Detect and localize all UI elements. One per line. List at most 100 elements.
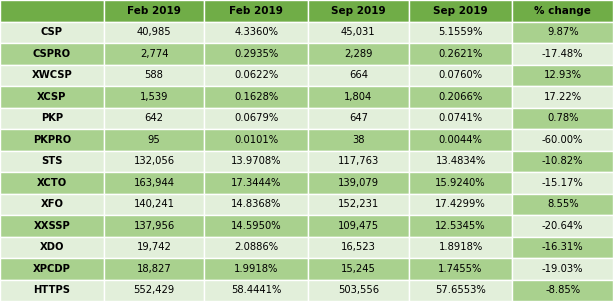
- Text: 1.8918%: 1.8918%: [438, 242, 482, 252]
- Text: 0.0101%: 0.0101%: [234, 135, 278, 145]
- Text: 2.0886%: 2.0886%: [234, 242, 278, 252]
- Bar: [0, 129, 104, 150]
- Bar: [204, 237, 308, 258]
- Bar: [409, 107, 512, 129]
- Bar: [409, 43, 512, 64]
- Text: XWCSP: XWCSP: [31, 70, 72, 80]
- Text: 9.87%: 9.87%: [547, 27, 579, 37]
- Bar: [512, 64, 613, 86]
- Bar: [512, 150, 613, 172]
- Text: 117,763: 117,763: [338, 156, 379, 166]
- Text: 2,289: 2,289: [344, 49, 373, 59]
- Bar: [308, 150, 409, 172]
- Bar: [204, 43, 308, 64]
- Text: XFO: XFO: [40, 199, 63, 209]
- Bar: [0, 43, 104, 64]
- Bar: [104, 215, 204, 237]
- Text: 503,556: 503,556: [338, 285, 379, 295]
- Bar: [104, 150, 204, 172]
- Bar: [512, 43, 613, 64]
- Text: XDO: XDO: [40, 242, 64, 252]
- Text: -10.82%: -10.82%: [542, 156, 584, 166]
- Text: 1.7455%: 1.7455%: [438, 264, 482, 274]
- Text: 552,429: 552,429: [134, 285, 175, 295]
- Text: 132,056: 132,056: [134, 156, 175, 166]
- Text: PKP: PKP: [41, 113, 63, 123]
- Text: 13.9708%: 13.9708%: [231, 156, 281, 166]
- Bar: [0, 194, 104, 215]
- Text: 18,827: 18,827: [137, 264, 172, 274]
- Text: -15.17%: -15.17%: [542, 178, 584, 188]
- Text: 15.9240%: 15.9240%: [435, 178, 486, 188]
- Bar: [104, 43, 204, 64]
- Text: 109,475: 109,475: [338, 221, 379, 231]
- Text: 38: 38: [352, 135, 365, 145]
- Bar: [204, 0, 308, 21]
- Text: STS: STS: [41, 156, 63, 166]
- Bar: [409, 172, 512, 194]
- Text: 642: 642: [145, 113, 164, 123]
- Text: 163,944: 163,944: [134, 178, 175, 188]
- Bar: [104, 129, 204, 150]
- Bar: [308, 280, 409, 301]
- Bar: [0, 64, 104, 86]
- Text: 0.2935%: 0.2935%: [234, 49, 278, 59]
- Bar: [0, 21, 104, 43]
- Bar: [0, 0, 104, 21]
- Bar: [409, 21, 512, 43]
- Text: 2,774: 2,774: [140, 49, 169, 59]
- Text: 137,956: 137,956: [134, 221, 175, 231]
- Bar: [409, 150, 512, 172]
- Text: 15,245: 15,245: [341, 264, 376, 274]
- Text: 14.5950%: 14.5950%: [231, 221, 281, 231]
- Text: 17.3444%: 17.3444%: [231, 178, 281, 188]
- Text: 19,742: 19,742: [137, 242, 172, 252]
- Text: -19.03%: -19.03%: [542, 264, 584, 274]
- Bar: [512, 0, 613, 21]
- Bar: [204, 86, 308, 107]
- Bar: [204, 107, 308, 129]
- Bar: [512, 194, 613, 215]
- Bar: [512, 86, 613, 107]
- Text: 1.9918%: 1.9918%: [234, 264, 278, 274]
- Text: 140,241: 140,241: [134, 199, 175, 209]
- Text: CSPRO: CSPRO: [33, 49, 71, 59]
- Bar: [409, 129, 512, 150]
- Bar: [308, 0, 409, 21]
- Text: 0.0622%: 0.0622%: [234, 70, 278, 80]
- Bar: [0, 258, 104, 280]
- Text: 4.3360%: 4.3360%: [234, 27, 278, 37]
- Bar: [512, 258, 613, 280]
- Bar: [0, 107, 104, 129]
- Text: Sep 2019: Sep 2019: [331, 6, 386, 16]
- Text: 152,231: 152,231: [338, 199, 379, 209]
- Text: 17.4299%: 17.4299%: [435, 199, 486, 209]
- Text: 0.2066%: 0.2066%: [438, 92, 482, 102]
- Text: 17.22%: 17.22%: [544, 92, 582, 102]
- Text: 0.1628%: 0.1628%: [234, 92, 278, 102]
- Text: 5.1559%: 5.1559%: [438, 27, 483, 37]
- Text: -16.31%: -16.31%: [542, 242, 584, 252]
- Bar: [204, 215, 308, 237]
- Text: 57.6553%: 57.6553%: [435, 285, 486, 295]
- Text: 0.2621%: 0.2621%: [438, 49, 482, 59]
- Text: XCTO: XCTO: [37, 178, 67, 188]
- Text: -17.48%: -17.48%: [542, 49, 584, 59]
- Text: 45,031: 45,031: [341, 27, 376, 37]
- Bar: [104, 280, 204, 301]
- Text: 95: 95: [148, 135, 161, 145]
- Bar: [308, 107, 409, 129]
- Text: 664: 664: [349, 70, 368, 80]
- Bar: [204, 194, 308, 215]
- Text: 0.78%: 0.78%: [547, 113, 579, 123]
- Bar: [204, 172, 308, 194]
- Text: 139,079: 139,079: [338, 178, 379, 188]
- Bar: [512, 107, 613, 129]
- Bar: [204, 258, 308, 280]
- Text: 588: 588: [145, 70, 164, 80]
- Text: HTTPS: HTTPS: [33, 285, 70, 295]
- Bar: [308, 86, 409, 107]
- Text: 8.55%: 8.55%: [547, 199, 579, 209]
- Text: XCSP: XCSP: [37, 92, 67, 102]
- Text: 1,804: 1,804: [345, 92, 373, 102]
